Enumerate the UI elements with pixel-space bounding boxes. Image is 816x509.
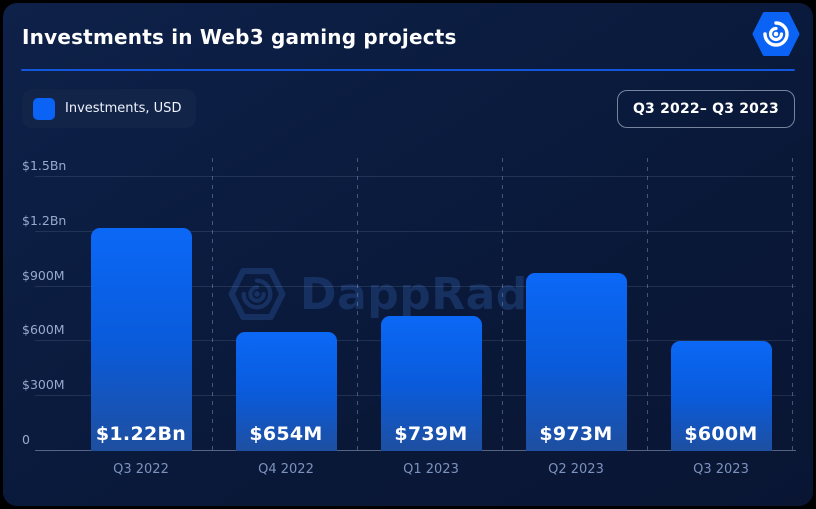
y-axis-tick-label: $900M — [22, 267, 65, 283]
bar-value-label: $739M — [394, 423, 468, 445]
bar-q4-2022[interactable]: $654M — [235, 331, 337, 451]
vertical-gridline — [357, 158, 358, 451]
bar-value-label: $600M — [684, 423, 758, 445]
legend-label: Investments, USD — [65, 101, 182, 116]
bar-q3-2023[interactable]: $600M — [670, 341, 772, 451]
horizontal-gridline — [35, 285, 796, 287]
horizontal-gridline — [35, 230, 796, 232]
page-title: Investments in Web3 gaming projects — [22, 25, 457, 49]
vertical-gridline — [792, 158, 793, 451]
date-range-badge: Q3 2022– Q3 2023 — [616, 90, 795, 128]
vertical-gridline — [647, 158, 648, 451]
vertical-gridline — [212, 158, 213, 451]
y-axis-tick-label: 0 — [22, 432, 30, 447]
x-axis-tick-label: Q4 2022 — [258, 462, 314, 477]
x-axis-tick-label: Q3 2023 — [693, 462, 749, 477]
bar-q3-2022[interactable]: $1.22Bn — [90, 228, 192, 451]
x-axis-tick-label: Q2 2023 — [548, 462, 604, 477]
dappradar-watermark-icon — [228, 268, 286, 320]
bar-chart: $1.5Bn $1.2Bn $900M $600M $300M 0 $1.22Bn Q3 20… — [22, 158, 796, 477]
bar-value-label: $1.22Bn — [95, 423, 187, 445]
y-axis-tick-label: $600M — [22, 322, 65, 338]
vertical-gridline — [502, 158, 503, 451]
legend-color-swatch — [33, 97, 55, 120]
y-axis-tick-label: $1.2Bn — [22, 212, 67, 228]
bar-q2-2023[interactable]: $973M — [525, 273, 627, 451]
horizontal-gridline — [35, 176, 796, 177]
date-range-label: Q3 2022– Q3 2023 — [632, 101, 779, 117]
y-axis-tick-label: $1.5Bn — [22, 158, 67, 173]
bar-q1-2023[interactable]: $739M — [380, 316, 482, 451]
bar-value-label: $654M — [249, 423, 323, 445]
title-divider — [21, 69, 795, 71]
x-axis-tick-label: Q3 2022 — [113, 462, 169, 477]
legend-investments[interactable]: Investments, USD — [22, 89, 197, 128]
dappradar-logo-icon — [752, 12, 800, 56]
x-axis-tick-label: Q1 2023 — [403, 462, 459, 477]
y-axis-tick-label: $300M — [22, 377, 65, 393]
bar-value-label: $973M — [539, 423, 613, 445]
